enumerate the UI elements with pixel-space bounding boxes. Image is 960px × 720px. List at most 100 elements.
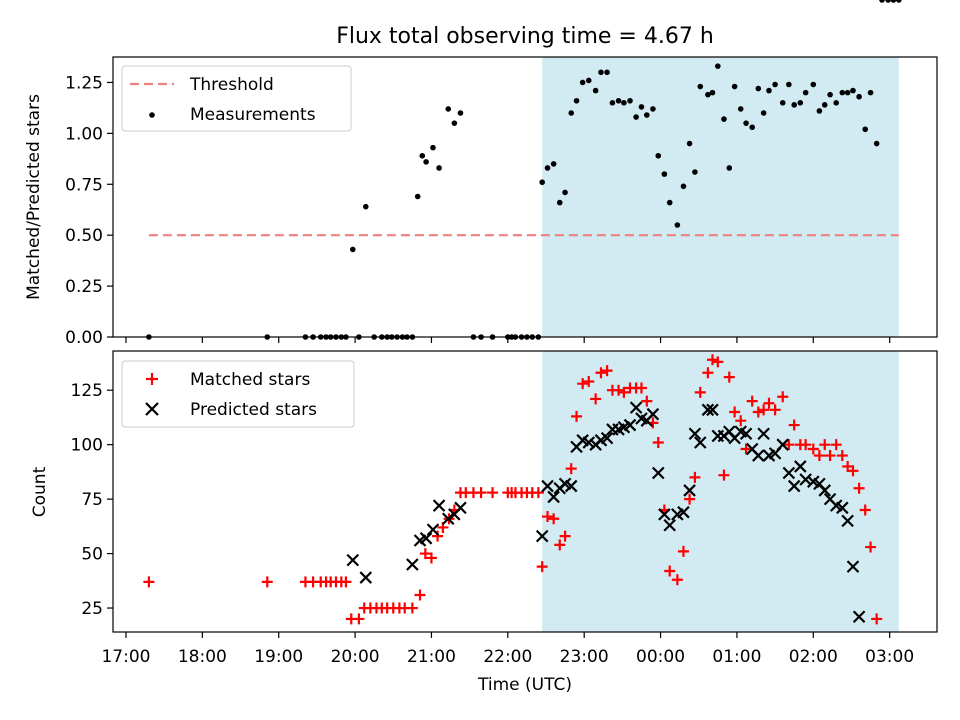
matched-point: [788, 419, 800, 431]
ratio-panel-shade: [542, 57, 899, 337]
y-tick-label: 125: [71, 381, 103, 401]
measurement-point: [644, 112, 650, 118]
measurement-point: [562, 189, 568, 196]
count-panel-frame: [112, 350, 938, 633]
predicted-point: [818, 484, 832, 497]
matched-point: [261, 576, 273, 588]
predicted-point: [426, 523, 440, 536]
measurement-point: [749, 124, 755, 131]
measurement-point: [726, 165, 733, 171]
predicted-point: [836, 501, 849, 515]
measurement-point: [879, 0, 885, 3]
predicted-point: [701, 403, 715, 417]
predicted-point: [541, 479, 554, 493]
measurement-point: [779, 100, 786, 106]
matched-point: [689, 471, 701, 483]
count-legend-box: [121, 360, 355, 428]
matched-point: [847, 465, 859, 477]
measurement-point: [709, 89, 716, 96]
predicted-point: [432, 499, 446, 512]
measurement-point: [833, 100, 839, 106]
measurement-point: [760, 110, 767, 116]
measurement-point: [715, 63, 721, 69]
matched-point: [718, 469, 730, 481]
predicted-point: [693, 436, 707, 449]
predicted-points: [346, 401, 866, 624]
measurement-point: [827, 91, 833, 98]
predicted-point: [852, 610, 866, 624]
matched-point: [859, 504, 871, 516]
measurement-point: [786, 81, 792, 88]
matched-point: [548, 513, 560, 525]
count-x-ticks: 17:00 18:00 19:00 20:00 21:00 22:00 23:00 00:00…: [101, 632, 914, 667]
predicted-point: [658, 508, 671, 521]
measurement-point: [592, 87, 599, 94]
matched-legend-icon: [146, 373, 158, 385]
x-tick-label: 02:00: [789, 647, 838, 667]
matched-point: [824, 450, 836, 462]
ratio-legend-box: [121, 65, 352, 132]
measurement-point: [772, 81, 778, 88]
matched-point: [536, 561, 548, 573]
ratio-panel: 0.00 0.25 0.50 0.75 1.00 1.25 Matched/Predict…: [24, 0, 938, 348]
y-tick-label: 75: [81, 490, 103, 510]
measurement-point: [873, 140, 880, 147]
ratio-panel-frame: [112, 56, 938, 338]
matched-point: [601, 365, 613, 377]
measurement-point: [896, 0, 902, 3]
matched-point: [671, 574, 683, 586]
measurement-point: [867, 89, 874, 96]
measurement-point: [633, 114, 639, 120]
measurement-point: [621, 100, 627, 106]
count-y-ticks: 25 50 75 100 125: [71, 381, 113, 619]
measurement-point: [844, 89, 851, 96]
matched-point: [752, 406, 764, 418]
measurements-legend-label: Measurements: [190, 105, 316, 125]
measurements-legend-icon: [149, 112, 155, 118]
matched-point: [777, 391, 789, 403]
measurement-point: [436, 165, 442, 171]
matched-point: [819, 439, 831, 451]
y-tick-label: 50: [81, 545, 103, 565]
measurement-point: [544, 165, 551, 171]
predicted-point: [677, 505, 690, 519]
matched-point: [807, 443, 819, 455]
predicted-point: [359, 571, 373, 584]
measurement-point: [539, 179, 545, 186]
measurement-point: [349, 246, 356, 253]
measurement-point: [598, 69, 604, 76]
measurement-point: [705, 91, 711, 98]
matched-legend-label: Matched stars: [190, 370, 310, 390]
matched-point: [763, 397, 775, 409]
measurement-point: [585, 77, 592, 84]
measurement-point: [890, 0, 897, 3]
measurement-point: [423, 159, 429, 165]
matched-point: [554, 539, 566, 551]
measurement-point: [766, 87, 772, 94]
measurement-point: [655, 152, 662, 159]
matched-point: [618, 386, 630, 398]
measurement-point: [680, 183, 687, 190]
ratio-x-ticks: [125, 337, 891, 343]
ratio-y-axis-label: Matched/Predicted stars: [24, 94, 44, 300]
predicted-point: [782, 466, 796, 480]
ratio-y-ticks: 0.00 0.25 0.50 0.75 1.00 1.25: [65, 73, 113, 348]
measurement-point: [457, 110, 464, 116]
measurement-point: [697, 83, 704, 90]
measurement-point: [721, 116, 727, 122]
measurement-point: [885, 0, 891, 3]
measurement-point: [839, 89, 846, 96]
matched-point: [406, 602, 418, 614]
measurement-point: [797, 100, 804, 106]
measurement-point: [609, 100, 616, 106]
measurement-point: [615, 97, 622, 104]
predicted-legend-label: Predicted stars: [190, 400, 317, 420]
matched-point: [664, 565, 676, 577]
predicted-point: [841, 514, 854, 528]
predicted-point: [846, 560, 860, 573]
measurement-points: [146, 0, 902, 340]
matched-point: [583, 375, 595, 387]
y-tick-label: 1.25: [65, 73, 103, 93]
matched-point: [702, 367, 714, 379]
